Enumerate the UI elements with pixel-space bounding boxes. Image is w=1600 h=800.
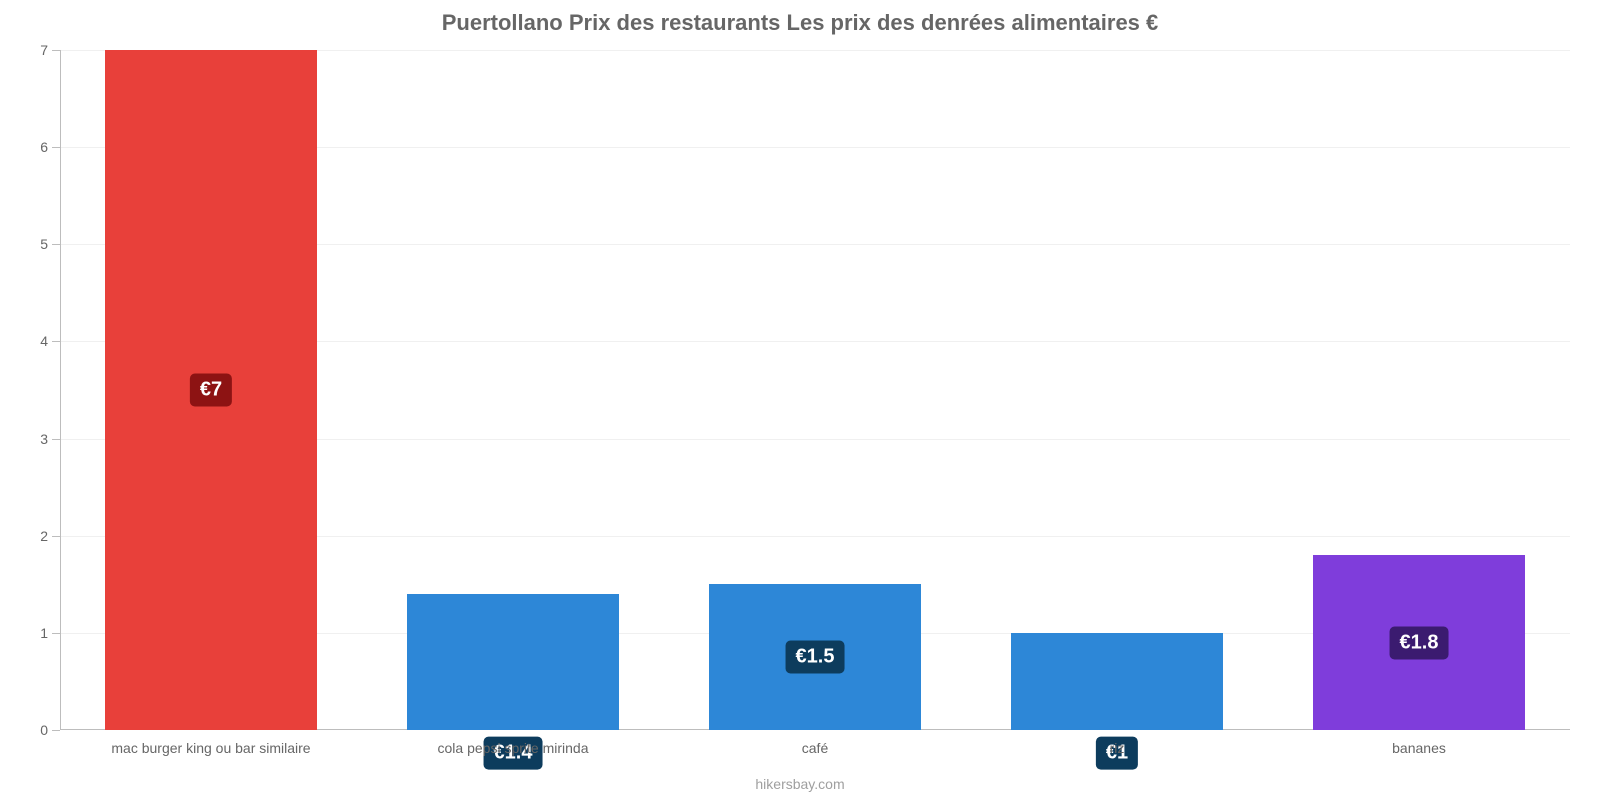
bar: €7 [105,50,316,730]
bar: €1 [1011,633,1222,730]
chart-title: Puertollano Prix des restaurants Les pri… [0,0,1600,36]
y-axis [60,50,61,730]
bar: €1.8 [1313,555,1524,730]
y-axis-label: 0 [40,722,60,738]
bar: €1.4 [407,594,618,730]
plot-area: 01234567€7mac burger king ou bar similai… [60,50,1570,730]
chart-footer: hikersbay.com [0,776,1600,792]
y-axis-label: 6 [40,139,60,155]
bar-value: €1.8 [1390,626,1449,659]
x-axis-label: riz [1110,730,1125,756]
bar-value: €7 [190,374,232,407]
y-axis-label: 2 [40,528,60,544]
x-axis-label: cola pepsi sprite mirinda [438,730,589,756]
x-axis-label: mac burger king ou bar similaire [111,730,310,756]
price-chart: Puertollano Prix des restaurants Les pri… [0,0,1600,800]
x-axis-label: bananes [1392,730,1446,756]
y-axis-label: 7 [40,42,60,58]
x-axis-label: café [802,730,828,756]
y-axis-label: 1 [40,625,60,641]
bar-value: €1.5 [786,641,845,674]
bar: €1.5 [709,584,920,730]
y-axis-label: 3 [40,431,60,447]
y-axis-label: 5 [40,236,60,252]
y-axis-label: 4 [40,333,60,349]
